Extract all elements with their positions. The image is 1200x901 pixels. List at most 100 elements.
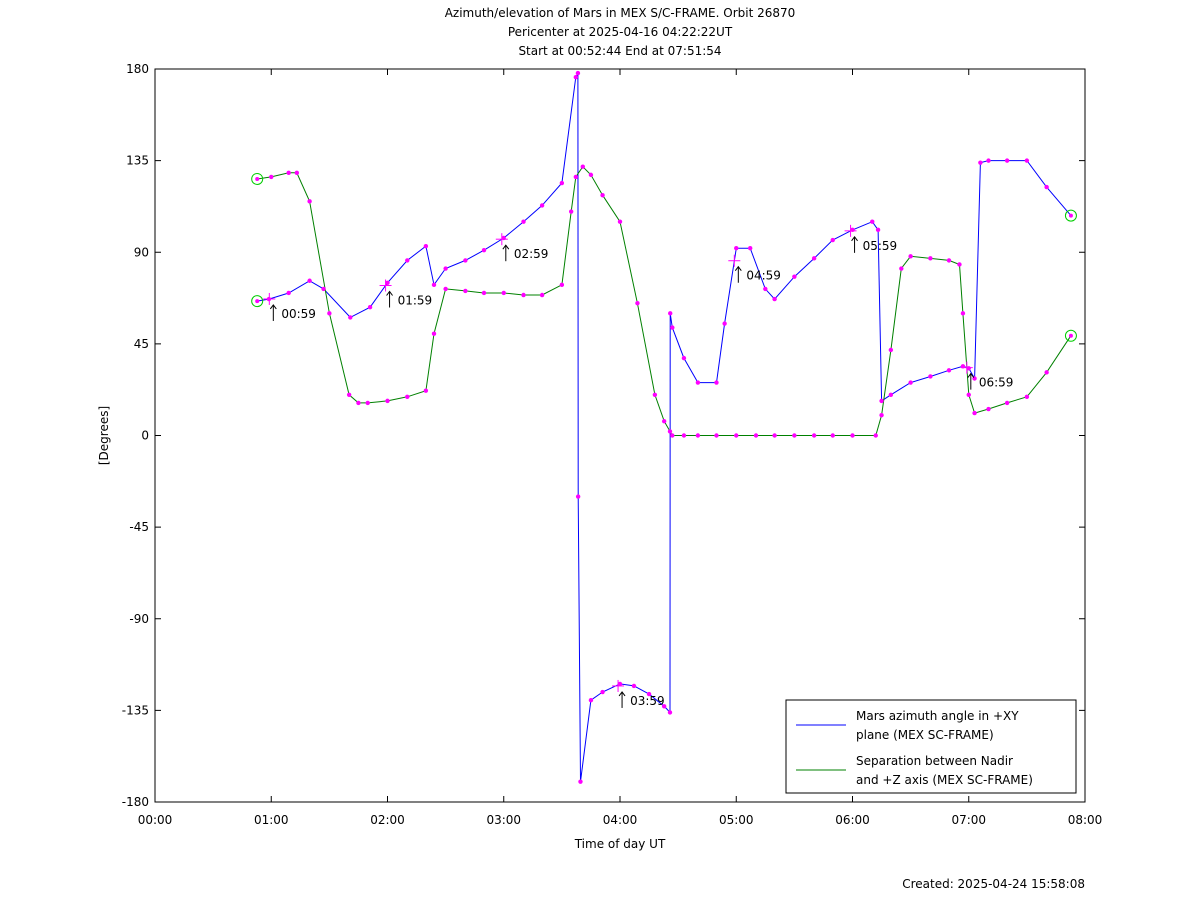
data-point	[463, 288, 468, 294]
data-point	[734, 245, 739, 251]
data-point	[617, 219, 623, 224]
data-point	[307, 199, 312, 204]
data-point	[635, 300, 640, 306]
data-point	[661, 704, 667, 709]
data-point	[667, 429, 673, 434]
y-tick-label: -180	[122, 795, 149, 809]
chart-titles: Azimuth/elevation of Mars in MEX S/C-FRA…	[445, 6, 796, 58]
markers-layer	[251, 70, 1077, 784]
x-tick-label: 04:00	[603, 813, 638, 827]
data-point	[792, 433, 797, 438]
plot-frame	[154, 68, 1086, 803]
y-tick-label: -90	[129, 612, 149, 626]
endpoint-circle	[251, 172, 264, 185]
data-point	[431, 282, 437, 288]
axis-ticks: 00:00 01:00 02:00 03:00 04:00 05:00 06:00 07:00…	[122, 62, 1103, 827]
x-tick-label: 00:00	[138, 813, 173, 827]
annotation-arrowhead	[386, 290, 393, 296]
x-tick-label: 05:00	[719, 813, 754, 827]
data-point	[405, 394, 410, 400]
data-point	[367, 305, 373, 310]
annotation-label: 01:59	[398, 294, 433, 308]
annotation-label: 03:59	[630, 694, 665, 708]
data-point	[888, 347, 894, 353]
data-point	[568, 209, 574, 214]
data-point	[573, 74, 579, 80]
x-tick-label: 06:00	[835, 813, 870, 827]
annotation-arrowhead	[269, 304, 277, 310]
data-point	[899, 266, 904, 271]
x-tick-label: 02:00	[370, 813, 405, 827]
data-point	[946, 258, 952, 263]
data-point	[986, 406, 991, 412]
annotation-arrowhead	[967, 372, 975, 378]
chart-title-line-2: Pericenter at 2025-04-16 04:22:22UT	[508, 25, 733, 39]
endpoint-circle	[1064, 329, 1077, 342]
data-point	[668, 311, 673, 316]
data-point	[286, 170, 291, 176]
annotation-arrowhead	[502, 244, 510, 250]
data-point	[670, 433, 675, 438]
data-point	[1004, 158, 1010, 163]
x-tick-label: 07:00	[951, 813, 986, 827]
data-point	[870, 219, 875, 224]
legend-label-1: Mars azimuth angle in +XY plane (MEX SC-F…	[856, 709, 1019, 742]
data-point	[681, 355, 687, 361]
series-line-1	[257, 72, 1072, 782]
data-point	[695, 433, 701, 438]
data-point	[667, 710, 673, 715]
data-point	[521, 219, 526, 224]
data-point	[521, 292, 526, 298]
y-tick-label: 45	[134, 337, 149, 351]
x-tick-label: 03:00	[486, 813, 521, 827]
data-point	[722, 321, 727, 326]
data-point	[539, 292, 545, 298]
data-point	[443, 266, 448, 271]
data-point	[1004, 400, 1010, 406]
data-point	[1068, 333, 1073, 338]
data-point	[463, 258, 468, 263]
data-point	[578, 779, 583, 784]
data-point	[481, 248, 487, 253]
data-point	[908, 380, 913, 385]
data-point	[1044, 184, 1049, 190]
data-point	[559, 282, 565, 288]
annotation-arrowhead	[851, 236, 858, 242]
data-point	[646, 691, 652, 697]
data-point	[481, 290, 487, 296]
y-tick-label: 135	[126, 154, 149, 168]
data-point	[600, 689, 605, 695]
data-point	[321, 286, 326, 292]
data-point	[830, 237, 835, 243]
data-point	[772, 433, 777, 438]
data-point	[255, 299, 260, 304]
data-point	[811, 256, 817, 261]
data-point	[652, 392, 658, 397]
annotation-label: 00:59	[281, 307, 316, 321]
data-point	[346, 392, 352, 397]
data-point	[670, 325, 675, 330]
data-point	[966, 392, 971, 397]
data-point	[928, 374, 933, 379]
endpoint-circle	[251, 295, 264, 308]
data-point	[327, 311, 332, 316]
data-point	[286, 290, 291, 296]
data-point	[957, 262, 962, 267]
data-point	[385, 398, 390, 404]
data-point	[972, 410, 977, 416]
data-point	[365, 400, 370, 406]
data-point	[575, 70, 581, 76]
data-point	[1024, 158, 1030, 163]
data-point	[908, 254, 913, 259]
data-point	[986, 158, 991, 163]
x-tick-label: 01:00	[254, 813, 289, 827]
data-point	[501, 290, 506, 296]
data-point	[681, 433, 687, 438]
data-point	[714, 433, 719, 438]
series-line-2	[257, 165, 1072, 436]
data-point	[1044, 370, 1049, 375]
data-point	[600, 193, 605, 198]
data-point	[294, 170, 300, 176]
data-point	[661, 419, 667, 424]
